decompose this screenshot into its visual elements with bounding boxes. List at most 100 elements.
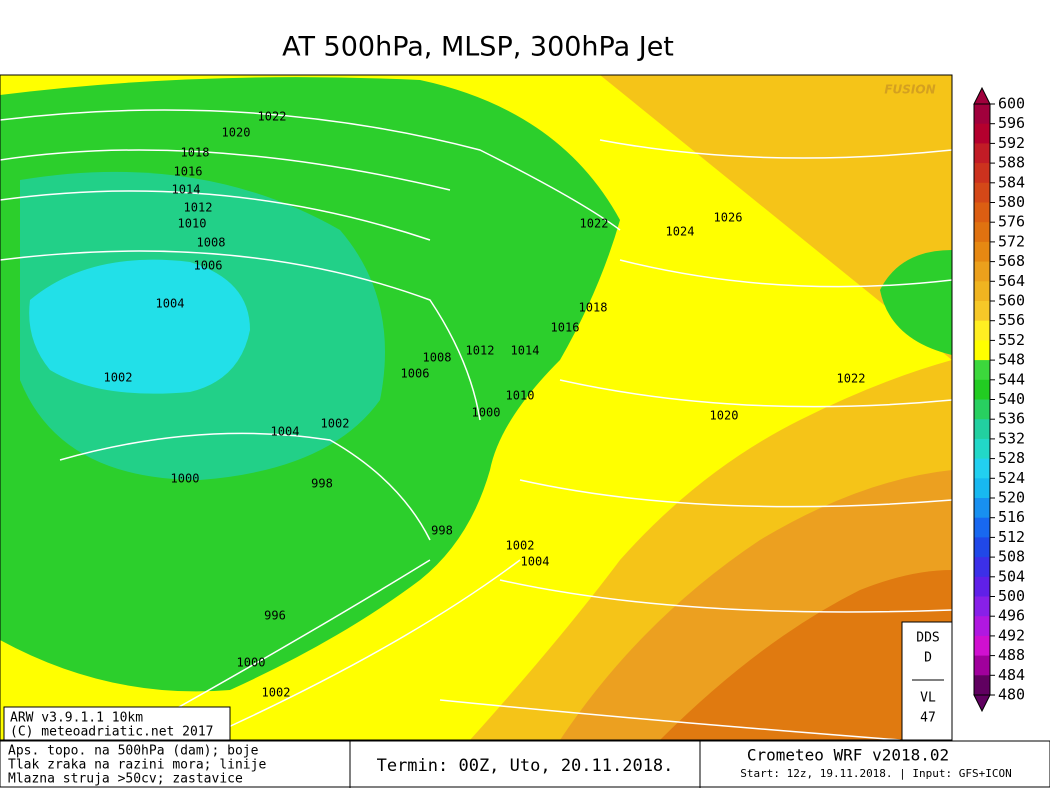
isobar-label: 1012 — [184, 201, 213, 215]
footer-text: Tlak zraka na razini mora; linije — [8, 758, 266, 773]
legend-label: 568 — [998, 252, 1025, 270]
legend-band — [974, 458, 990, 479]
legend-band — [974, 557, 990, 578]
legend-label: 544 — [998, 370, 1025, 388]
legend-label: 524 — [998, 469, 1025, 487]
isobar-label: 1020 — [710, 409, 739, 423]
legend-band — [974, 143, 990, 164]
legend-label: 552 — [998, 331, 1025, 349]
legend-band — [974, 675, 990, 696]
legend-band — [974, 616, 990, 637]
isobar-label: 1002 — [321, 417, 350, 431]
isobar-label: 1016 — [551, 321, 580, 335]
legend-band — [974, 340, 990, 361]
legend-band — [974, 222, 990, 243]
isobar-label: 1018 — [579, 301, 608, 315]
info-text: 47 — [920, 711, 936, 726]
model-text: Crometeo WRF v2018.02 — [747, 746, 949, 765]
legend-band — [974, 438, 990, 460]
legend-band — [974, 301, 990, 322]
legend-label: 576 — [998, 213, 1025, 231]
isobar-label: 998 — [311, 477, 333, 491]
legend-band — [974, 163, 990, 184]
legend-label: 572 — [998, 232, 1025, 250]
map-frame — [0, 74, 953, 741]
legend-label: 580 — [998, 193, 1025, 211]
legend-label: 540 — [998, 390, 1025, 408]
isobar-label: 1022 — [580, 217, 609, 231]
cyan-region — [29, 259, 250, 394]
legend-label: 504 — [998, 567, 1025, 585]
isobar-label: 1004 — [271, 425, 300, 439]
info-box: DDS D VL 47 — [901, 621, 953, 741]
legend-label: 516 — [998, 508, 1025, 526]
legend-band — [974, 261, 990, 282]
legend-band — [974, 635, 990, 657]
isobar-label: 1010 — [506, 389, 535, 403]
credit-text: (C) meteoadriatic.net 2017 — [10, 725, 214, 740]
legend-label: 548 — [998, 351, 1025, 369]
green-region-east — [880, 250, 952, 355]
info-text: D — [924, 651, 932, 666]
isobar-label: 1016 — [174, 165, 203, 179]
legend-label: 512 — [998, 528, 1025, 546]
legend-band — [974, 123, 990, 144]
legend-label: 560 — [998, 292, 1025, 310]
credit-text: ARW v3.9.1.1 10km — [10, 711, 143, 726]
legend-band — [974, 241, 990, 263]
isobar-label: 996 — [264, 609, 286, 623]
legend-label: 508 — [998, 548, 1025, 566]
legend-label: 600 — [998, 95, 1025, 113]
legend-label: 592 — [998, 134, 1025, 152]
legend-band — [974, 379, 990, 400]
run-text: Termin: 00Z, Uto, 20.11.2018. — [377, 756, 674, 776]
isobar-label: 1022 — [837, 372, 866, 386]
isobar-label: 1010 — [178, 217, 207, 231]
isobar-label: 1020 — [222, 126, 251, 140]
isobar-label: 1022 — [258, 110, 287, 124]
map: FUSION 1022 1020 1018 1016 1014 1012 1010 1008 1… — [0, 74, 953, 741]
footer-text: Mlazna struja >50cv; zastavice — [8, 772, 243, 787]
legend-label: 556 — [998, 311, 1025, 329]
legend-label: 532 — [998, 429, 1025, 447]
legend-band — [974, 360, 990, 381]
legend-label: 488 — [998, 646, 1025, 664]
isobar-label: 1006 — [194, 259, 223, 273]
isobar-label: 1018 — [181, 146, 210, 160]
legend-label: 596 — [998, 114, 1025, 132]
legend-band — [974, 537, 990, 558]
legend-band — [974, 202, 990, 223]
legend-band — [974, 182, 990, 203]
info-text: DDS — [916, 631, 939, 646]
legend-band — [974, 517, 990, 538]
footer: Aps. topo. na 500hPa (dam); boje Tlak zr… — [0, 740, 1050, 788]
isobar-label: 1026 — [714, 211, 743, 225]
legend-label: 528 — [998, 449, 1025, 467]
legend-band — [974, 419, 990, 440]
isobar-label: 1006 — [401, 367, 430, 381]
legend-label: 500 — [998, 587, 1025, 605]
isobar-label: 1000 — [472, 406, 501, 420]
legend-arrow — [973, 86, 991, 105]
legend-band — [974, 655, 990, 676]
legend-band — [974, 320, 990, 341]
isobar-label: 1014 — [172, 183, 201, 197]
legend-label: 584 — [998, 173, 1025, 191]
isobar-label: 1000 — [237, 656, 266, 670]
isobar-label: 1002 — [262, 686, 291, 700]
isobar-label: 1002 — [104, 371, 133, 385]
isobar-label: 1002 — [506, 539, 535, 553]
legend-band — [974, 399, 990, 420]
isobar-label: 1008 — [197, 236, 226, 250]
isobar-label: 1004 — [521, 555, 550, 569]
legend-band — [974, 596, 990, 617]
watermark: FUSION — [884, 83, 935, 97]
legend-label: 536 — [998, 410, 1025, 428]
isobar-label: 1008 — [423, 351, 452, 365]
legend-band — [974, 104, 990, 125]
info-text: VL — [920, 691, 936, 706]
isobar-label: 998 — [431, 524, 453, 538]
isobar-label: 1024 — [666, 225, 695, 239]
legend-label: 496 — [998, 607, 1025, 625]
